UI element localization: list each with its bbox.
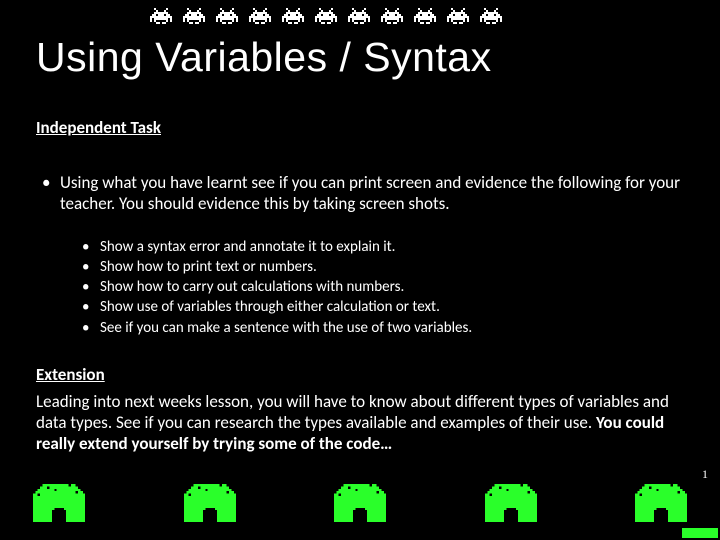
extension-heading: Extension (36, 364, 684, 385)
bunker-row (32, 484, 688, 522)
page-title: Using Variables / Syntax (36, 34, 684, 81)
extension-text-plain: Leading into next weeks lesson, you will… (36, 391, 669, 433)
bunker-icon (333, 484, 387, 522)
sub-bullet-item: Show a syntax error and annotate it to e… (82, 237, 684, 257)
sub-bullet-list: Show a syntax error and annotate it to e… (82, 237, 684, 338)
bunker-icon (484, 484, 538, 522)
invader-icon (282, 8, 304, 24)
invader-icon (216, 8, 238, 24)
section-heading: Independent Task (36, 117, 684, 138)
invader-icon (447, 8, 469, 24)
invader-icon (150, 8, 172, 24)
bunker-icon (32, 484, 86, 522)
sub-bullet-item: See if you can make a sentence with the … (82, 318, 684, 338)
ground-strip (682, 528, 718, 538)
sub-bullet-item: Show how to carry out calculations with … (82, 277, 684, 297)
invader-icon (183, 8, 205, 24)
bunker-icon (634, 484, 688, 522)
page-number: 1 (702, 467, 708, 482)
invader-icon (348, 8, 370, 24)
invader-icon (480, 8, 502, 24)
sub-bullet-item: Show how to print text or numbers. (82, 257, 684, 277)
slide: Using Variables / Syntax Independent Tas… (0, 0, 720, 540)
sub-bullet-item: Show use of variables through either cal… (82, 297, 684, 317)
invader-icon (381, 8, 403, 24)
invader-icon (414, 8, 436, 24)
main-bullet: Using what you have learnt see if you ca… (36, 172, 684, 215)
invader-icon (249, 8, 271, 24)
invader-icon (315, 8, 337, 24)
invader-row (150, 8, 502, 24)
extension-body: Leading into next weeks lesson, you will… (36, 391, 684, 455)
bunker-icon (183, 484, 237, 522)
